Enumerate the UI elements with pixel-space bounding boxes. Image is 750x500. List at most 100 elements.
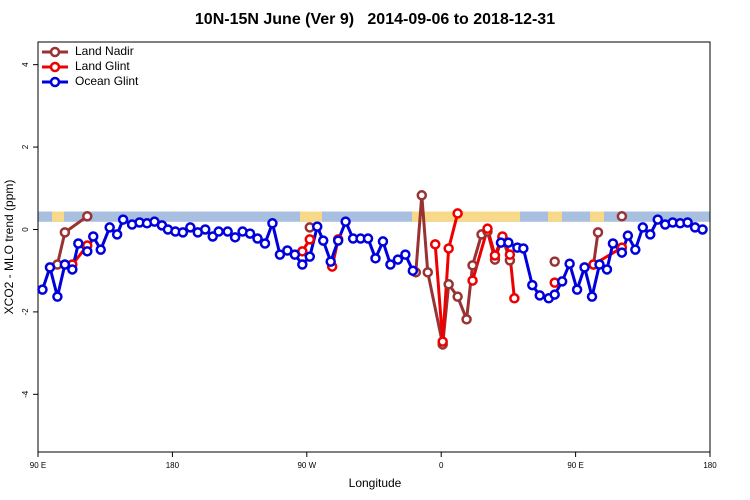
data-point xyxy=(44,262,56,273)
land-strip xyxy=(590,211,604,222)
y-tick-label: 2 xyxy=(21,144,30,149)
data-point xyxy=(377,236,389,247)
data-point xyxy=(571,284,583,295)
data-point xyxy=(504,249,516,260)
data-point xyxy=(645,229,656,240)
data-point xyxy=(616,247,628,258)
x-tick-label: 0 xyxy=(439,461,444,470)
data-point xyxy=(601,264,613,275)
data-point xyxy=(482,223,493,234)
data-point xyxy=(527,279,538,291)
y-tick-label: -4 xyxy=(21,390,30,398)
data-point xyxy=(370,253,381,264)
data-point xyxy=(304,251,316,262)
y-tick-label: 4 xyxy=(21,62,30,67)
data-point xyxy=(416,190,428,201)
data-point xyxy=(452,208,463,219)
map-strip xyxy=(38,211,710,222)
data-point xyxy=(392,254,404,265)
x-axis-label: Longitude xyxy=(349,476,402,490)
data-point xyxy=(117,214,129,225)
data-point xyxy=(222,226,233,237)
legend-marker xyxy=(49,76,61,88)
data-point xyxy=(509,293,520,304)
data-point xyxy=(607,238,619,249)
data-point xyxy=(185,222,196,233)
data-point xyxy=(274,249,286,260)
data-point xyxy=(407,265,419,276)
data-point xyxy=(297,259,308,270)
data-point xyxy=(467,275,478,286)
data-point xyxy=(340,216,351,227)
y-axis-label: XCO2 - MLO trend (ppm) xyxy=(2,180,16,315)
data-point xyxy=(549,289,560,300)
data-point xyxy=(622,230,634,241)
data-point xyxy=(534,290,546,301)
x-tick-label: 90 E xyxy=(567,461,583,470)
data-point xyxy=(616,211,628,222)
data-point xyxy=(267,218,278,229)
data-point xyxy=(556,276,568,287)
data-point xyxy=(549,256,560,267)
land-strip xyxy=(300,211,322,222)
data-point xyxy=(52,291,63,302)
data-point xyxy=(429,239,441,250)
data-point xyxy=(682,217,693,228)
data-point xyxy=(59,259,71,270)
data-point xyxy=(73,238,84,249)
data-point xyxy=(437,336,448,347)
data-point xyxy=(332,235,344,246)
land-strip xyxy=(548,211,562,222)
chart-title: 10N-15N June (Ver 9) 2014-09-06 to 2018-… xyxy=(195,11,555,28)
data-point xyxy=(385,259,396,270)
data-point xyxy=(244,228,256,239)
data-point xyxy=(88,231,99,242)
data-point xyxy=(503,237,514,248)
data-point xyxy=(213,226,224,237)
data-point xyxy=(282,245,293,256)
data-point xyxy=(177,227,189,238)
legend-label: Land Nadir xyxy=(75,44,134,58)
data-point xyxy=(259,238,271,249)
data-point xyxy=(564,258,575,269)
data-point xyxy=(697,224,708,235)
data-point xyxy=(312,221,323,232)
x-tick-label: 90 E xyxy=(30,461,46,470)
data-point xyxy=(111,229,123,240)
data-point xyxy=(443,243,454,254)
data-point xyxy=(467,260,478,271)
data-point xyxy=(630,244,641,255)
legend-marker xyxy=(49,61,61,73)
data-point xyxy=(304,234,316,245)
data-point xyxy=(586,291,598,302)
data-point xyxy=(637,222,649,233)
x-tick-label: 180 xyxy=(703,461,717,470)
data-point xyxy=(579,262,590,273)
data-point xyxy=(104,222,115,233)
data-point xyxy=(422,267,434,278)
data-point xyxy=(518,243,529,254)
x-tick-label: 180 xyxy=(166,461,180,470)
legend-label: Ocean Glint xyxy=(75,74,139,88)
data-point xyxy=(325,256,336,267)
data-point xyxy=(461,314,472,325)
legend-label: Land Glint xyxy=(75,59,130,73)
plot-frame xyxy=(37,41,711,453)
data-point xyxy=(652,214,663,225)
y-tick-label: 0 xyxy=(21,227,30,232)
data-point xyxy=(82,246,93,257)
data-point xyxy=(200,224,211,235)
data-point xyxy=(489,250,501,261)
data-point xyxy=(443,279,454,290)
data-point xyxy=(82,211,93,222)
legend-marker xyxy=(49,46,61,58)
x-tick-label: 90 W xyxy=(297,461,316,470)
data-point xyxy=(95,244,106,255)
data-point xyxy=(59,227,71,238)
data-point xyxy=(252,233,263,244)
land-strip xyxy=(52,211,64,222)
data-point xyxy=(362,233,374,244)
data-point xyxy=(400,249,411,260)
land-strip xyxy=(412,211,520,222)
